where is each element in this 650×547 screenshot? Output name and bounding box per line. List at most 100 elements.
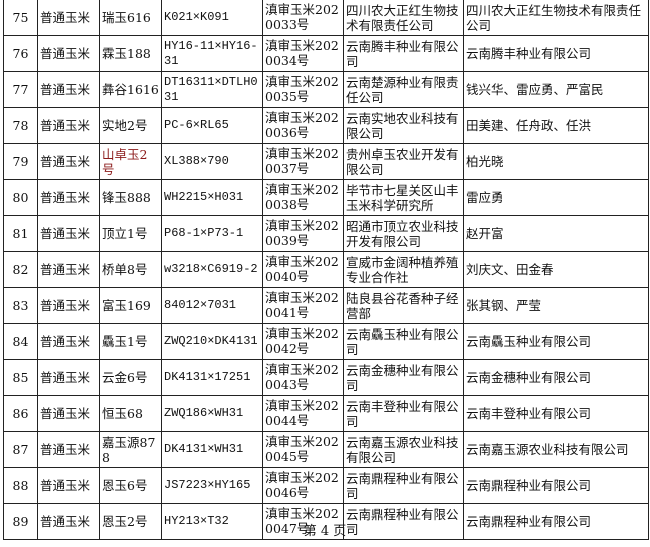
applicant-cell: 宣威市金阔种植养殖专业合作社 xyxy=(343,251,464,288)
variety-name-cell: 实地2号 xyxy=(99,107,162,144)
table-row: 76 普通玉米 霖玉188 HY16-11×HY16-31 滇审玉米2020034号 云南… xyxy=(3,35,649,72)
row-number-cell: 88 xyxy=(3,467,38,504)
approval-number-cell: 滇审玉米2020034号 xyxy=(262,35,344,72)
pedigree-cell: HY16-11×HY16-31 xyxy=(161,35,263,72)
crop-type-cell: 普通玉米 xyxy=(37,503,100,540)
applicant-cell: 陆良县谷花香种子经营部 xyxy=(343,287,464,324)
breeder-cell: 刘庆文、田金春 xyxy=(463,251,649,288)
table-row: 83 普通玉米 富玉169 84012×7031 滇审玉米2020041号 陆良县谷花香种… xyxy=(3,287,649,324)
pedigree-cell: 84012×7031 xyxy=(161,287,263,324)
applicant-cell: 云南嘉玉源农业科技有限公司 xyxy=(343,431,464,468)
table-row: 89 普通玉米 恩玉2号 HY213×T32 滇审玉米2020047号 云南鼎程种业有限公… xyxy=(3,503,649,540)
table-row: 77 普通玉米 彝谷1616 DT16311×DTLH031 滇审玉米2020035号云… xyxy=(3,71,649,108)
variety-table: 75 普通玉米 瑞玉616 K021×K091 滇审玉米2020033号 四川农大正红生物… xyxy=(3,0,649,540)
approval-number-cell: 滇审玉米2020035号 xyxy=(262,71,344,108)
crop-type-cell: 普通玉米 xyxy=(37,395,100,432)
approval-number-cell: 滇审玉米2020036号 xyxy=(262,107,344,144)
breeder-cell: 柏光晓 xyxy=(463,143,649,180)
applicant-cell: 云南鼎程种业有限公司 xyxy=(343,503,464,540)
row-number-cell: 86 xyxy=(3,395,38,432)
approval-number-cell: 滇审玉米2020044号 xyxy=(262,395,344,432)
variety-name-cell: 山卓玉2号 xyxy=(99,143,162,180)
row-number-cell: 77 xyxy=(3,71,38,108)
applicant-cell: 云南金穗种业有限公司 xyxy=(343,359,464,396)
pedigree-cell: ZWQ210×DK4131 xyxy=(161,323,263,360)
table-row: 88 普通玉米 恩玉6号 JS7223×HY165 滇审玉米2020046号 云南鼎程种业… xyxy=(3,467,649,504)
pedigree-cell: WH2215×H031 xyxy=(161,179,263,216)
breeder-cell: 云南驫玉种业有限公司 xyxy=(463,323,649,360)
row-number-cell: 75 xyxy=(3,0,38,36)
pedigree-cell: HY213×T32 xyxy=(161,503,263,540)
crop-type-cell: 普通玉米 xyxy=(37,431,100,468)
variety-name-cell: 锋玉888 xyxy=(99,179,162,216)
table-row: 80 普通玉米 锋玉888 WH2215×H031 滇审玉米2020038号 毕节市七星关… xyxy=(3,179,649,216)
breeder-cell: 赵开富 xyxy=(463,215,649,252)
variety-name-cell: 桥单8号 xyxy=(99,251,162,288)
breeder-cell: 云南鼎程种业有限公司 xyxy=(463,503,649,540)
variety-name-cell: 嘉玉源878 xyxy=(99,431,162,468)
pedigree-cell: K021×K091 xyxy=(161,0,263,36)
row-number-cell: 82 xyxy=(3,251,38,288)
approval-number-cell: 滇审玉米2020039号 xyxy=(262,215,344,252)
approval-number-cell: 滇审玉米2020043号 xyxy=(262,359,344,396)
breeder-cell: 张其钢、严莹 xyxy=(463,287,649,324)
variety-name-cell: 富玉169 xyxy=(99,287,162,324)
pedigree-cell: PC-6×RL65 xyxy=(161,107,263,144)
breeder-cell: 云南腾丰种业有限公司 xyxy=(463,35,649,72)
table-row: 85 普通玉米 云金6号 DK4131×17251 滇审玉米2020043号 云南金穗种业… xyxy=(3,359,649,396)
variety-name-cell: 驫玉1号 xyxy=(99,323,162,360)
approval-number-cell: 滇审玉米2020041号 xyxy=(262,287,344,324)
breeder-cell: 雷应勇 xyxy=(463,179,649,216)
pedigree-cell: DK4131×17251 xyxy=(161,359,263,396)
applicant-cell: 毕节市七星关区山丰玉米科学研究所 xyxy=(343,179,464,216)
table-row: 75 普通玉米 瑞玉616 K021×K091 滇审玉米2020033号 四川农大正红生物… xyxy=(3,0,649,36)
variety-name-cell: 瑞玉616 xyxy=(99,0,162,36)
applicant-cell: 云南腾丰种业有限公司 xyxy=(343,35,464,72)
breeder-cell: 云南金穗种业有限公司 xyxy=(463,359,649,396)
breeder-cell: 云南鼎程种业有限公司 xyxy=(463,467,649,504)
applicant-cell: 云南实地农业科技有限公司 xyxy=(343,107,464,144)
crop-type-cell: 普通玉米 xyxy=(37,0,100,36)
table-row: 78 普通玉米 实地2号 PC-6×RL65 滇审玉米2020036号 云南实地农业科技有… xyxy=(3,107,649,144)
crop-type-cell: 普通玉米 xyxy=(37,143,100,180)
crop-type-cell: 普通玉米 xyxy=(37,323,100,360)
pedigree-cell: DK4131×WH31 xyxy=(161,431,263,468)
applicant-cell: 云南楚源种业有限责任公司 xyxy=(343,71,464,108)
table-row: 86 普通玉米 恒玉68 ZWQ186×WH31 滇审玉米2020044号 云南丰登种业有… xyxy=(3,395,649,432)
breeder-cell: 田美建、任舟政、任洪 xyxy=(463,107,649,144)
approval-number-cell: 滇审玉米2020045号 xyxy=(262,431,344,468)
row-number-cell: 83 xyxy=(3,287,38,324)
pedigree-cell: w3218×C6919-2 xyxy=(161,251,263,288)
row-number-cell: 78 xyxy=(3,107,38,144)
variety-name-cell: 霖玉188 xyxy=(99,35,162,72)
applicant-cell: 贵州卓玉农业开发有限公司 xyxy=(343,143,464,180)
row-number-cell: 87 xyxy=(3,431,38,468)
approval-number-cell: 滇审玉米2020038号 xyxy=(262,179,344,216)
table-row: 81 普通玉米 顶立1号 P68-1×P73-1 滇审玉米2020039号 昭通市顶立农业… xyxy=(3,215,649,252)
table-row: 82 普通玉米 桥单8号 w3218×C6919-2 滇审玉米2020040号 宣威市金阔… xyxy=(3,251,649,288)
pedigree-cell: P68-1×P73-1 xyxy=(161,215,263,252)
applicant-cell: 云南鼎程种业有限公司 xyxy=(343,467,464,504)
pedigree-cell: XL388×790 xyxy=(161,143,263,180)
crop-type-cell: 普通玉米 xyxy=(37,179,100,216)
row-number-cell: 89 xyxy=(3,503,38,540)
approval-number-cell: 滇审玉米2020033号 xyxy=(262,0,344,36)
crop-type-cell: 普通玉米 xyxy=(37,359,100,396)
crop-type-cell: 普通玉米 xyxy=(37,215,100,252)
row-number-cell: 79 xyxy=(3,143,38,180)
breeder-cell: 四川农大正红生物技术有限责任公司 xyxy=(463,0,649,36)
pedigree-cell: DT16311×DTLH031 xyxy=(161,71,263,108)
crop-type-cell: 普通玉米 xyxy=(37,467,100,504)
crop-type-cell: 普通玉米 xyxy=(37,35,100,72)
table-row: 87 普通玉米 嘉玉源878 DK4131×WH31 滇审玉米2020045号 云南嘉玉源… xyxy=(3,431,649,468)
row-number-cell: 81 xyxy=(3,215,38,252)
row-number-cell: 85 xyxy=(3,359,38,396)
approval-number-cell: 滇审玉米2020042号 xyxy=(262,323,344,360)
variety-name-cell: 恒玉68 xyxy=(99,395,162,432)
approval-number-cell: 滇审玉米2020046号 xyxy=(262,467,344,504)
variety-name-cell: 恩玉6号 xyxy=(99,467,162,504)
breeder-cell: 云南嘉玉源农业科技有限公司 xyxy=(463,431,649,468)
applicant-cell: 云南丰登种业有限公司 xyxy=(343,395,464,432)
breeder-cell: 云南丰登种业有限公司 xyxy=(463,395,649,432)
applicant-cell: 四川农大正红生物技术有限责任公司 xyxy=(343,0,464,36)
